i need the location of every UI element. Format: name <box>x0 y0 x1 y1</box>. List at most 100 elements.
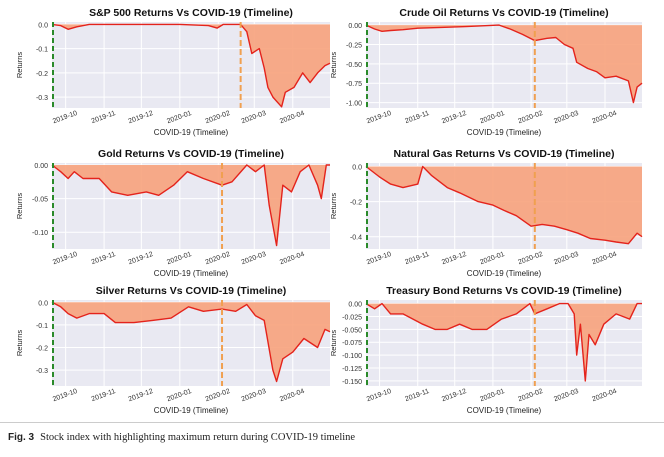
chart-title: Silver Returns Vs COVID-19 (Timeline) <box>96 285 287 297</box>
x-tick-label: 2020-03 <box>553 251 580 266</box>
returns-series-line <box>365 165 643 245</box>
chart-panel-2: Crude Oil Returns Vs COVID-19 (Timeline)… <box>329 7 643 137</box>
x-tick-label: 2020-04 <box>591 388 618 403</box>
x-tick-label: 2019-12 <box>441 110 468 125</box>
drawdown-area <box>366 25 642 103</box>
x-tick-label: 2019-10 <box>366 388 393 403</box>
x-tick-label: 2020-04 <box>279 388 306 403</box>
x-tick-label: 2020-01 <box>479 251 506 266</box>
x-tick-label: 2019-11 <box>404 251 430 266</box>
y-tick-label: -0.25 <box>346 42 362 49</box>
x-tick-label: 2020-04 <box>279 251 306 266</box>
x-tick-label: 2020-02 <box>517 110 544 125</box>
x-tick-label: 2019-12 <box>128 388 155 403</box>
chart-title: Natural Gas Returns Vs COVID-19 (Timelin… <box>394 148 615 160</box>
x-axis-label: COVID-19 (Timeline) <box>154 128 229 137</box>
x-tick-label: 2020-04 <box>591 251 618 266</box>
chart-title: Crude Oil Returns Vs COVID-19 (Timeline) <box>399 7 608 19</box>
drawdown-area <box>366 303 642 381</box>
x-tick-label: 2019-10 <box>366 251 393 266</box>
x-tick-label: 2019-10 <box>52 388 79 403</box>
returns-series-line <box>51 23 331 108</box>
y-tick-label: 0.00 <box>34 163 48 170</box>
chart-title: S&P 500 Returns Vs COVID-19 (Timeline) <box>89 7 293 19</box>
figure-caption: Fig. 3 Stock index with highlighting maxi… <box>8 432 658 443</box>
y-tick-label: -0.100 <box>342 353 362 360</box>
x-tick-label: 2019-12 <box>441 251 468 266</box>
y-tick-label: -0.150 <box>342 379 362 386</box>
y-tick-label: 0.0 <box>38 300 48 307</box>
y-tick-label: 0.00 <box>348 23 362 30</box>
x-tick-label: 2020-02 <box>517 251 544 266</box>
y-tick-label: -0.125 <box>342 366 362 373</box>
x-tick-label: 2019-10 <box>52 251 79 266</box>
x-tick-label: 2020-03 <box>241 110 268 125</box>
chart-panel-3: Gold Returns Vs COVID-19 (Timeline) 0.00 -… <box>15 148 330 278</box>
chart-title: Gold Returns Vs COVID-19 (Timeline) <box>98 148 284 160</box>
y-tick-label: -0.50 <box>346 62 362 69</box>
chart-panel-5: Silver Returns Vs COVID-19 (Timeline) 0.0… <box>15 285 331 415</box>
x-axis-label: COVID-19 (Timeline) <box>154 406 229 415</box>
x-tick-label: 2019-10 <box>366 110 393 125</box>
y-axis-label: Returns <box>15 330 24 357</box>
y-tick-label: -0.10 <box>32 230 48 237</box>
x-axis-label: COVID-19 (Timeline) <box>467 269 542 278</box>
y-axis-label: Returns <box>329 52 338 79</box>
drawdown-area <box>366 166 642 244</box>
drawdown-area <box>52 24 330 107</box>
y-tick-label: -0.75 <box>346 81 362 88</box>
returns-series-line <box>365 24 643 104</box>
y-tick-label: -0.2 <box>350 200 362 207</box>
chart-panel-4: Natural Gas Returns Vs COVID-19 (Timelin… <box>329 148 643 278</box>
caption-text: Stock index with highlighting maximum re… <box>40 432 356 443</box>
y-tick-label: -0.3 <box>36 95 48 102</box>
chart-panel-1: S&P 500 Returns Vs COVID-19 (Timeline) 0.… <box>15 7 331 137</box>
x-tick-label: 2019-11 <box>404 110 430 125</box>
x-tick-label: 2020-01 <box>166 110 193 125</box>
y-tick-label: 0.00 <box>348 302 362 309</box>
y-axis-label: Returns <box>329 193 338 220</box>
y-tick-label: -0.3 <box>36 368 48 375</box>
x-tick-label: 2020-02 <box>517 388 544 403</box>
caption-label: Fig. 3 <box>8 432 35 443</box>
y-tick-label: -0.05 <box>32 197 48 204</box>
y-tick-label: -0.2 <box>36 346 48 353</box>
y-axis-label: Returns <box>15 52 24 79</box>
x-tick-label: 2019-12 <box>128 251 155 266</box>
chart-title: Treasury Bond Returns Vs COVID-19 (Timel… <box>386 285 622 297</box>
y-tick-label: 0.0 <box>38 22 48 29</box>
x-axis-label: COVID-19 (Timeline) <box>467 406 542 415</box>
x-tick-label: 2020-03 <box>241 388 268 403</box>
drawdown-area <box>52 165 330 246</box>
y-tick-label: -0.1 <box>36 47 48 54</box>
x-tick-label: 2019-11 <box>91 110 117 125</box>
y-tick-label: -0.1 <box>36 323 48 330</box>
x-tick-label: 2019-11 <box>404 388 430 403</box>
y-tick-label: -0.025 <box>342 314 362 321</box>
y-axis-label: Returns <box>329 330 338 357</box>
x-tick-label: 2020-01 <box>479 388 506 403</box>
x-tick-label: 2020-01 <box>166 388 193 403</box>
x-tick-label: 2019-10 <box>52 110 79 125</box>
x-tick-label: 2020-02 <box>205 251 232 266</box>
x-tick-label: 2019-11 <box>91 251 117 266</box>
x-tick-label: 2019-12 <box>128 110 155 125</box>
x-axis-label: COVID-19 (Timeline) <box>154 269 229 278</box>
y-tick-label: -0.050 <box>342 327 362 334</box>
x-tick-label: 2020-03 <box>241 251 268 266</box>
x-tick-label: 2019-11 <box>91 388 117 403</box>
x-axis-label: COVID-19 (Timeline) <box>467 128 542 137</box>
x-tick-label: 2020-04 <box>279 110 306 125</box>
x-tick-label: 2020-01 <box>479 110 506 125</box>
chart-panel-6: Treasury Bond Returns Vs COVID-19 (Timel… <box>329 285 642 415</box>
x-tick-label: 2020-04 <box>591 110 618 125</box>
x-tick-label: 2020-03 <box>553 388 580 403</box>
y-tick-label: -1.00 <box>346 101 362 108</box>
y-tick-label: -0.075 <box>342 340 362 347</box>
y-tick-label: -0.2 <box>36 71 48 78</box>
y-tick-label: -0.4 <box>350 235 362 242</box>
y-axis-label: Returns <box>15 193 24 220</box>
caption-divider <box>0 422 664 423</box>
x-tick-label: 2020-03 <box>553 110 580 125</box>
